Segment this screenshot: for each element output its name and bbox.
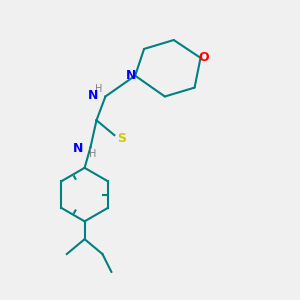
Text: N: N <box>88 88 98 101</box>
Text: O: O <box>198 51 209 64</box>
Text: H: H <box>95 83 102 94</box>
Text: N: N <box>125 69 136 82</box>
Text: S: S <box>117 132 126 145</box>
Text: H: H <box>89 148 96 158</box>
Text: N: N <box>73 142 83 155</box>
